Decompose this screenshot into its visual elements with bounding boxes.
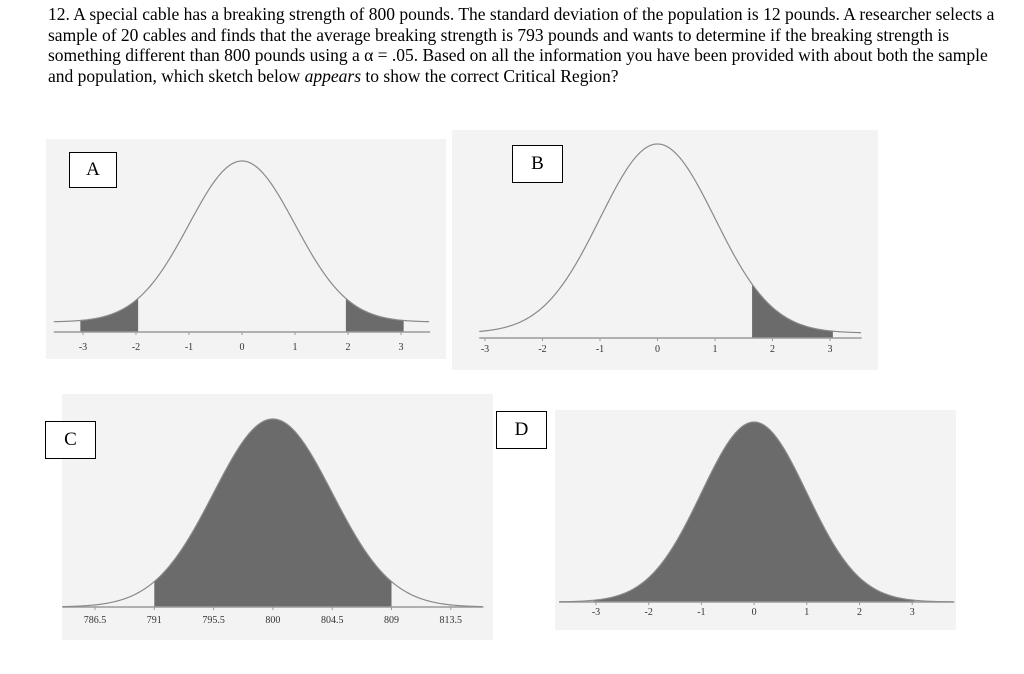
normal-curve	[559, 421, 954, 603]
tick-label: 1	[804, 607, 809, 618]
option-a-label: A	[69, 152, 117, 188]
tick-label: -2	[645, 607, 653, 618]
option-b-label: B	[512, 145, 563, 183]
tick-label: 795.5	[202, 615, 225, 626]
question-number: 12.	[48, 4, 70, 24]
tick-label: -1	[697, 607, 705, 618]
tick-label: 800	[265, 615, 280, 626]
tick-label: 791	[147, 615, 162, 626]
option-d-sketch[interactable]: -3 -2 -1 0 1 2 3	[555, 410, 956, 630]
tick-label: -1	[185, 342, 193, 353]
tick-label: -2	[132, 342, 140, 353]
option-d-curve-svg: -3 -2 -1 0 1 2 3	[559, 421, 955, 618]
middle-shaded-region	[154, 419, 392, 607]
tick-label: 2	[770, 344, 775, 355]
question-text: 12. A special cable has a breaking stren…	[48, 4, 1008, 86]
tick-label: 804.5	[321, 615, 344, 626]
normal-curve	[62, 418, 483, 608]
tick-label: 3	[828, 344, 833, 355]
normal-curve	[479, 143, 862, 334]
tick-label: 2	[857, 607, 862, 618]
right-critical-region	[752, 284, 833, 338]
option-b-curve-svg: -3 -2 -1 0 1 2 3	[479, 143, 862, 355]
question-body: A special cable has a breaking strength …	[48, 4, 995, 86]
tick-label: 1	[713, 344, 718, 355]
tick-label: -3	[481, 344, 489, 355]
tick-label: -2	[538, 344, 546, 355]
tick-label: 0	[240, 342, 245, 353]
option-c-sketch[interactable]: 786.5 791 795.5 800 804.5 809 813.5	[62, 394, 493, 640]
tick-label: 3	[399, 342, 404, 353]
full-shaded-region	[593, 422, 915, 602]
question-body-end: to show the correct Critical Region?	[361, 65, 619, 86]
tick-label: 809	[384, 615, 399, 626]
tick-label: 3	[910, 607, 915, 618]
tick-label: -1	[596, 344, 604, 355]
tick-label: 0	[752, 607, 757, 618]
option-c-curve-svg: 786.5 791 795.5 800 804.5 809 813.5	[62, 418, 484, 626]
tick-label: 1	[293, 342, 298, 353]
option-c-label: C	[45, 421, 96, 459]
tick-label: -3	[592, 607, 600, 618]
tick-label: 786.5	[84, 615, 107, 626]
option-d-label: D	[496, 411, 547, 449]
tick-label: 0	[655, 344, 660, 355]
tick-label: -3	[79, 342, 87, 353]
tick-label: 813.5	[440, 615, 463, 626]
normal-curve	[53, 160, 430, 323]
tick-label: 2	[346, 342, 351, 353]
option-a-curve-svg: -3 -2 -1 0 1 2 3	[53, 160, 431, 353]
question-emphasis: appears	[304, 65, 362, 86]
